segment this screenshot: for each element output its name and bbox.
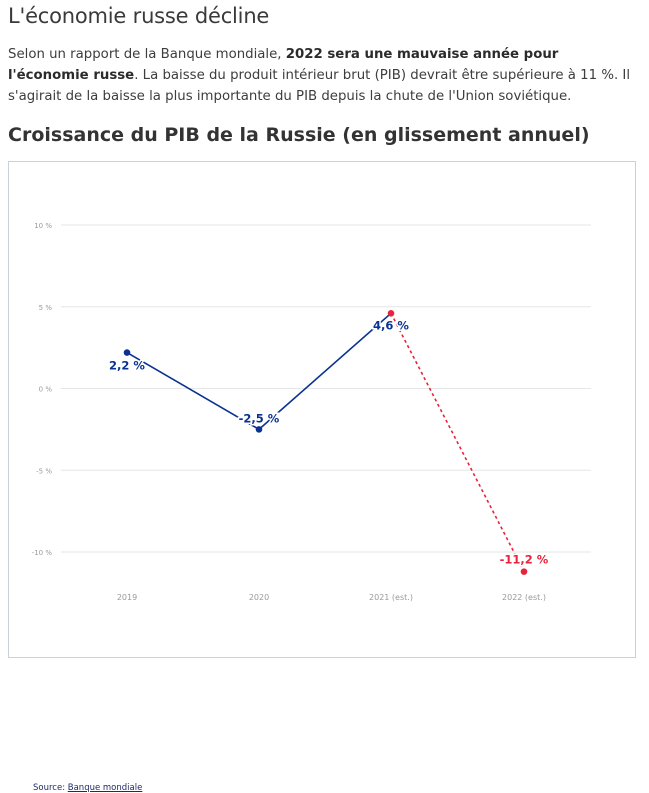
chart-heading: Croissance du PIB de la Russie (en gliss…: [8, 124, 590, 146]
data-label: 2,2 %: [109, 359, 145, 373]
x-tick-label: 2020: [249, 593, 269, 602]
intro-text-start: Selon un rapport de la Banque mondiale,: [8, 47, 286, 62]
data-label: -11,2 %: [500, 553, 549, 567]
x-tick-label: 2019: [117, 593, 137, 602]
data-point: [123, 349, 131, 356]
x-tick-label: 2022 (est.): [502, 593, 546, 602]
intro-paragraph: Selon un rapport de la Banque mondiale, …: [8, 44, 638, 107]
series-line-estimate: [390, 312, 525, 572]
y-tick-label: -5 %: [36, 467, 52, 475]
data-label: -2,5 %: [239, 411, 280, 425]
source-link[interactable]: Banque mondiale: [67, 783, 143, 793]
intro-bold-text: 2022 sera une mauvaise année pour l'écon…: [8, 47, 559, 83]
intro-text-end: . La baisse du produit intérieur brut (P…: [8, 68, 631, 104]
gdp-line-chart: 10 % 5 % 0 % -5 % -10 % 2019 2020 2021 (est.) 20…: [32, 222, 591, 602]
x-tick-label: 2021 (est.): [369, 593, 413, 602]
data-label: 4,6 %: [373, 318, 409, 332]
y-tick-label: -10 %: [32, 549, 53, 557]
y-tick-label: 10 %: [34, 222, 52, 230]
data-point: [255, 426, 263, 433]
data-point: [520, 568, 528, 575]
chart-source: Source: Banque mondiale: [33, 783, 142, 793]
chart-container: 10 % 5 % 0 % -5 % -10 % 2019 2020 2021 (est.) 20…: [8, 161, 636, 793]
source-prefix: Source:: [33, 783, 68, 793]
page-title: L'économie russe décline: [8, 4, 270, 28]
y-tick-label: 5 %: [39, 304, 53, 312]
y-tick-label: 0 %: [39, 386, 53, 394]
data-point: [387, 309, 395, 317]
